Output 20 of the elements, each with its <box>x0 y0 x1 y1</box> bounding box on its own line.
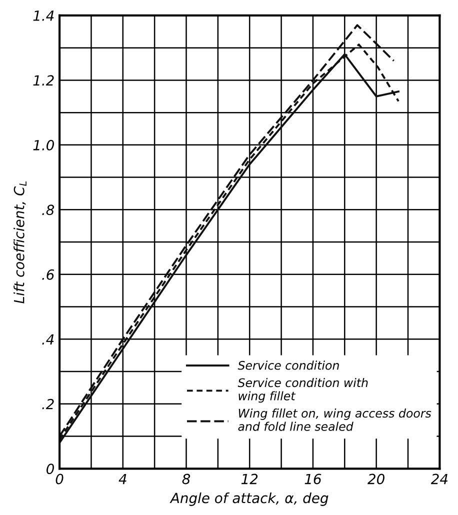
x-axis-title: Angle of attack, α, deg <box>170 492 328 506</box>
y-tick-label: 1.0 <box>33 140 54 150</box>
legend-label: Wing fillet on, wing access doors and fold line sealed <box>238 408 432 431</box>
x-tick-label: 24 <box>430 474 448 484</box>
legend-label: Service condition with wing fillet <box>238 378 368 403</box>
y-tick-label: .2 <box>42 398 54 410</box>
y-tick-label: 1.2 <box>33 75 54 86</box>
y-tick-label: .4 <box>42 334 54 344</box>
x-tick-label: 8 <box>182 474 190 484</box>
y-tick-label: .8 <box>42 204 54 216</box>
y-axis-title: Lift coefficient, C$_{L}$ <box>14 181 26 304</box>
x-tick-label: 16 <box>304 474 322 484</box>
y-tick-label: 1.4 <box>33 10 54 21</box>
y-tick-label: 0 <box>46 464 54 474</box>
y-tick-label: .6 <box>42 269 54 280</box>
x-tick-label: 0 <box>56 474 64 484</box>
x-tick-label: 4 <box>118 474 126 484</box>
legend-label: Service condition <box>238 360 339 370</box>
x-tick-label: 20 <box>368 474 384 484</box>
x-tick-label: 12 <box>241 474 258 484</box>
